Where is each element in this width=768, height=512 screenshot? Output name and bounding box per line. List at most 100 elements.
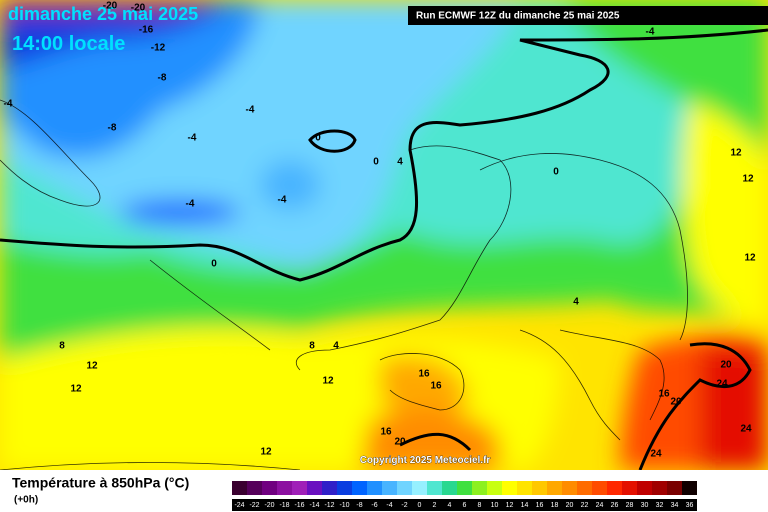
legend-step: (+0h)	[14, 495, 38, 506]
colorbar-tick-label: -4	[386, 502, 392, 509]
tick-bg	[232, 499, 247, 511]
contour-label: 0	[373, 157, 379, 168]
color-swatch	[622, 481, 637, 495]
contour-label: -4	[278, 195, 287, 206]
color-swatch	[652, 481, 667, 495]
tick-bg	[262, 499, 277, 511]
contour-label: 20	[720, 360, 732, 371]
tick-bg	[442, 499, 457, 511]
colorbar-tick-label: -22	[249, 502, 259, 509]
contour-label: -16	[139, 25, 154, 36]
colorbar-tick-label: 0	[418, 502, 422, 509]
tick-bg	[487, 499, 502, 511]
contour-label: -4	[186, 199, 195, 210]
contour-label: 12	[86, 361, 98, 372]
contour-labels: -20 -20 -16 -12 -8 -8 -4 -4 -4 -4 -4 0 0 4 0 0 12 12 12 4 8 4…	[4, 1, 756, 460]
copyright: Copyright 2025 Meteociel.fr	[360, 455, 491, 466]
colorbar: -24 -22 -20 -18 -16 -14 -12 -10 -8 -6 -4 -2 0 2 4 6 8 10 1…	[232, 481, 697, 511]
tick-bg	[472, 499, 487, 511]
map-time: 14:00 locale	[12, 33, 125, 55]
tick-bg	[292, 499, 307, 511]
run-label: Run ECMWF 12Z du dimanche 25 mai 2025	[416, 11, 620, 22]
contour-label: 8	[309, 341, 315, 352]
contour-label: 16	[430, 381, 442, 392]
tick-bg	[322, 499, 337, 511]
color-swatch	[487, 481, 502, 495]
color-swatch	[232, 481, 247, 495]
contour-label: 0	[315, 133, 321, 144]
colorbar-tick-label: 26	[611, 502, 619, 509]
contour-label: -12	[151, 43, 166, 54]
color-swatch	[682, 481, 697, 495]
contour-label: 24	[650, 449, 662, 460]
color-swatch	[292, 481, 307, 495]
contour-label: 4	[573, 297, 579, 308]
tick-bg	[592, 499, 607, 511]
run-banner	[408, 6, 768, 25]
contour-label: -4	[188, 133, 197, 144]
color-swatch	[637, 481, 652, 495]
tick-bg	[622, 499, 637, 511]
tick-bg	[427, 499, 442, 511]
contour-label: 24	[740, 424, 752, 435]
colorbar-tick-label: -12	[324, 502, 334, 509]
colorbar-tick-label: 12	[506, 502, 514, 509]
contour-label: 16	[418, 369, 430, 380]
colorbar-tick-label: 2	[433, 502, 437, 509]
contour-label: -8	[108, 123, 117, 134]
colorbar-tick-label: 24	[596, 502, 604, 509]
colorbar-tick-label: -2	[401, 502, 407, 509]
contour-label: 4	[333, 341, 339, 352]
color-swatch	[592, 481, 607, 495]
colorbar-tick-label: 16	[536, 502, 544, 509]
color-swatch	[382, 481, 397, 495]
tick-bg	[517, 499, 532, 511]
contour-label: -20	[131, 3, 146, 14]
colorbar-tick-label: 8	[478, 502, 482, 509]
colorbar-tick-label: 14	[521, 502, 529, 509]
color-swatch	[457, 481, 472, 495]
colorbar-tick-label: -10	[339, 502, 349, 509]
colorbar-tick-label: 36	[686, 502, 694, 509]
tick-bg	[397, 499, 412, 511]
contour-label: 4	[397, 157, 403, 168]
colorbar-tick-label: 28	[626, 502, 634, 509]
color-swatch	[577, 481, 592, 495]
tick-bg	[607, 499, 622, 511]
tick-bg	[247, 499, 262, 511]
color-swatch	[517, 481, 532, 495]
color-swatch	[547, 481, 562, 495]
color-swatch	[667, 481, 682, 495]
colorbar-tick-label: 30	[641, 502, 649, 509]
legend-title: Température à 850hPa (°C)	[12, 475, 189, 491]
color-swatch	[277, 481, 292, 495]
color-swatch	[562, 481, 577, 495]
color-swatch	[247, 481, 262, 495]
colorbar-tick-label: 6	[463, 502, 467, 509]
tick-bg	[457, 499, 472, 511]
tick-bg	[502, 499, 517, 511]
contour-label: 16	[380, 427, 392, 438]
contour-label: 16	[658, 389, 670, 400]
map-date: dimanche 25 mai 2025	[8, 4, 198, 24]
tick-bg	[532, 499, 547, 511]
map	[0, 0, 768, 471]
contour-label: 24	[716, 379, 728, 390]
color-swatch	[307, 481, 322, 495]
tick-bg	[547, 499, 562, 511]
contour-label: -4	[4, 99, 13, 110]
colorbar-tick-label: -14	[309, 502, 319, 509]
colorbar-tick-label: 22	[581, 502, 589, 509]
contour-label: 0	[211, 259, 217, 270]
tick-bg	[652, 499, 667, 511]
colorbar-tick-label: -18	[279, 502, 289, 509]
color-swatch	[367, 481, 382, 495]
color-swatch	[442, 481, 457, 495]
tick-bg	[352, 499, 367, 511]
color-swatch	[427, 481, 442, 495]
contour-label: 20	[670, 397, 682, 408]
contour-label: -4	[646, 27, 655, 38]
contour-label: 12	[322, 376, 334, 387]
colorbar-tick-label: 32	[656, 502, 664, 509]
